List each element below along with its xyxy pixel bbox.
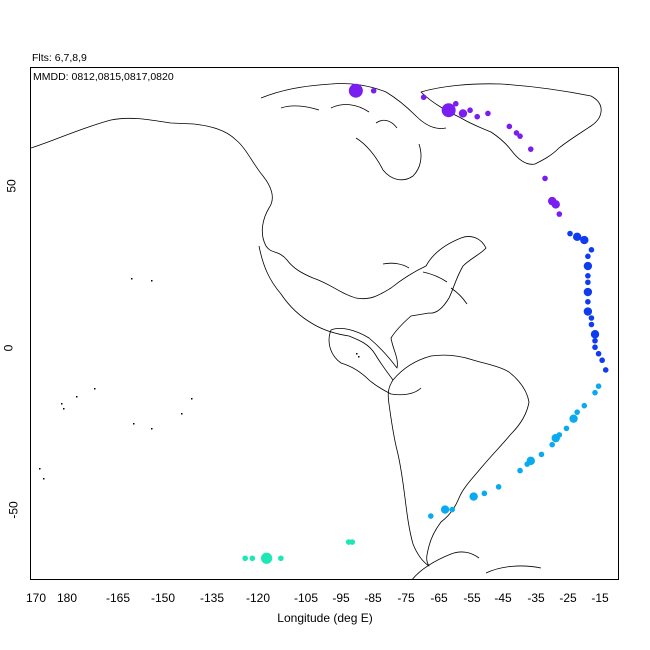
flight-point — [585, 253, 591, 260]
coastline-north-america — [31, 117, 487, 396]
flight-point — [370, 87, 377, 94]
flight-point — [458, 109, 468, 118]
flights-label: Flts: 6,7,8,9 — [32, 52, 87, 64]
x-tick-label: -120 — [245, 591, 271, 605]
flight-point — [556, 211, 563, 217]
coastline-caribbean — [382, 262, 468, 305]
flight-point — [428, 513, 434, 519]
flight-point — [599, 357, 605, 364]
flight-point — [485, 110, 491, 117]
flight-point — [495, 484, 502, 490]
coastlines — [31, 83, 602, 579]
flight-point — [592, 344, 598, 351]
flight-point — [592, 389, 598, 396]
flight-point — [563, 425, 570, 432]
flight-point — [567, 230, 573, 237]
y-tick-label: 0 — [1, 344, 16, 352]
x-tick-label: -25 — [559, 591, 577, 605]
flight-point — [449, 506, 456, 513]
y-tick-label: -50 — [6, 501, 21, 519]
flight-point — [348, 83, 363, 98]
map-plot-area — [30, 67, 619, 580]
flight-point — [467, 107, 473, 114]
flight-point — [524, 461, 530, 467]
x-tick-label: 170 — [25, 591, 47, 605]
x-tick-label: -55 — [463, 591, 481, 605]
flight-point — [569, 414, 578, 423]
flight-point — [574, 409, 580, 415]
flight-point — [517, 467, 523, 474]
world-map — [31, 83, 609, 579]
flight-point — [588, 321, 595, 328]
flight-point — [527, 146, 534, 152]
x-tick-label: -75 — [397, 591, 415, 605]
flight-point — [551, 433, 560, 443]
x-tick-label: -45 — [494, 591, 512, 605]
x-tick-label: -95 — [332, 591, 350, 605]
coastline-south-america — [387, 354, 530, 567]
flight-point — [583, 287, 593, 297]
x-tick-label: -85 — [364, 591, 382, 605]
x-tick-label: -35 — [527, 591, 545, 605]
flight-point — [585, 298, 591, 305]
flight-point — [585, 279, 591, 286]
flight-point — [517, 133, 523, 139]
flight-point — [261, 552, 273, 564]
x-tick-label: -150 — [150, 591, 176, 605]
coastline-arctic-islands — [260, 83, 447, 129]
flight-point — [590, 330, 600, 339]
flight-point — [585, 272, 591, 279]
flight-point — [595, 350, 602, 357]
pacific-islands — [39, 278, 360, 480]
mmdd-label: MMDD: 0812,0815,0817,0820 — [33, 71, 174, 83]
flight-point — [481, 490, 488, 497]
flight-point — [538, 451, 545, 458]
x-tick-label: -105 — [293, 591, 319, 605]
x-tick-label: -15 — [591, 591, 609, 605]
flight-point — [513, 130, 520, 136]
flight-point — [249, 555, 256, 562]
coastline-hudson-bay — [355, 137, 422, 181]
flight-point — [278, 555, 284, 562]
flight-point — [474, 113, 481, 120]
x-tick-label: -65 — [430, 591, 448, 605]
flight-point — [588, 247, 595, 253]
flight-point — [602, 367, 609, 373]
flight-point — [592, 337, 598, 344]
flight-point — [242, 555, 248, 562]
flight-point — [345, 539, 352, 545]
flight-point — [588, 315, 595, 321]
flight-point — [595, 383, 602, 389]
flight-point — [551, 200, 560, 209]
y-tick-label: 50 — [4, 179, 19, 193]
flight-point — [583, 261, 593, 271]
coastline-central-america — [258, 245, 394, 381]
x-axis-title: Longitude (deg E) — [277, 611, 373, 625]
x-tick-label: -165 — [105, 591, 131, 605]
flight-point — [542, 175, 548, 182]
flight-point — [581, 402, 588, 409]
flight-point — [580, 235, 589, 245]
coastline-antarctica — [412, 551, 542, 579]
flight-point — [420, 94, 427, 101]
flight-point — [440, 505, 450, 514]
x-tick-label: -135 — [199, 591, 225, 605]
x-tick-label: 180 — [56, 591, 78, 605]
flight-point — [549, 441, 555, 448]
coastline-greenland — [420, 83, 602, 165]
flight-point — [572, 232, 582, 242]
flight-point — [469, 492, 478, 501]
flight-point — [452, 100, 459, 107]
flight-point — [583, 307, 593, 316]
flight-point — [506, 123, 513, 130]
flight-point — [441, 103, 456, 118]
flight-points — [242, 83, 609, 564]
